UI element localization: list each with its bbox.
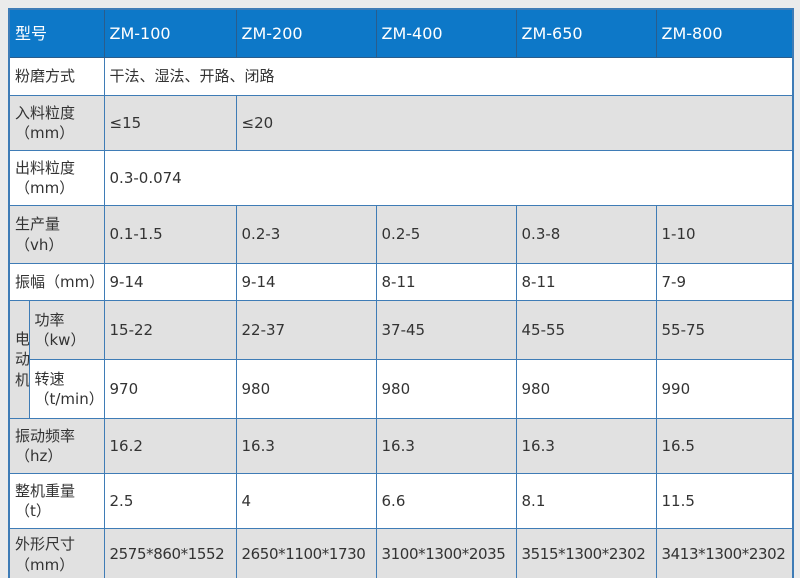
motor-power-value-4: 55-75 bbox=[655, 300, 794, 360]
capacity-value-2: 0.2-5 bbox=[375, 205, 517, 264]
spec-table: 型号 ZM-100 ZM-200 ZM-400 ZM-650 ZM-800 粉磨… bbox=[8, 8, 795, 578]
motor-power-value-1: 22-37 bbox=[235, 300, 377, 360]
capacity-value-0: 0.1-1.5 bbox=[103, 205, 237, 264]
header-model-zm100: ZM-100 bbox=[103, 8, 237, 58]
motor-group-label: 电动机 bbox=[8, 300, 30, 419]
amplitude-value-1: 9-14 bbox=[235, 263, 377, 301]
output-size-value: 0.3-0.074 bbox=[103, 150, 794, 206]
motor-speed-value-2: 980 bbox=[375, 359, 517, 419]
weight-value-3: 8.1 bbox=[515, 473, 657, 529]
row-frequency: 振动频率 （hz） 16.2 16.3 16.3 16.3 16.5 bbox=[8, 418, 794, 474]
header-model-label: 型号 bbox=[8, 8, 105, 58]
dimensions-value-4: 3413*1300*2302 bbox=[655, 528, 794, 578]
feed-size-value-rest: ≤20 bbox=[235, 95, 794, 151]
frequency-value-0: 16.2 bbox=[103, 418, 237, 474]
weight-label: 整机重量 （t） bbox=[8, 473, 105, 529]
dimensions-value-2: 3100*1300*2035 bbox=[375, 528, 517, 578]
motor-speed-value-1: 980 bbox=[235, 359, 377, 419]
motor-speed-value-0: 970 bbox=[103, 359, 237, 419]
amplitude-label: 振幅（mm） bbox=[8, 263, 105, 301]
capacity-value-3: 0.3-8 bbox=[515, 205, 657, 264]
amplitude-value-0: 9-14 bbox=[103, 263, 237, 301]
frequency-value-2: 16.3 bbox=[375, 418, 517, 474]
capacity-value-1: 0.2-3 bbox=[235, 205, 377, 264]
row-amplitude: 振幅（mm） 9-14 9-14 8-11 8-11 7-9 bbox=[8, 263, 794, 301]
feed-size-value-zm100: ≤15 bbox=[103, 95, 237, 151]
motor-speed-label: 转速 （t/min） bbox=[28, 359, 105, 419]
frequency-value-4: 16.5 bbox=[655, 418, 794, 474]
motor-power-value-3: 45-55 bbox=[515, 300, 657, 360]
motor-speed-value-4: 990 bbox=[655, 359, 794, 419]
row-output-size: 出料粒度 （mm） 0.3-0.074 bbox=[8, 150, 794, 206]
header-model-zm650: ZM-650 bbox=[515, 8, 657, 58]
row-motor-power: 电动机 功率 （kw） 15-22 22-37 37-45 45-55 55-7… bbox=[8, 300, 794, 419]
row-dimensions: 外形尺寸 （mm） 2575*860*1552 2650*1100*1730 3… bbox=[8, 528, 794, 578]
frequency-label: 振动频率 （hz） bbox=[8, 418, 105, 474]
weight-value-2: 6.6 bbox=[375, 473, 517, 529]
capacity-value-4: 1-10 bbox=[655, 205, 794, 264]
weight-value-1: 4 bbox=[235, 473, 377, 529]
amplitude-value-4: 7-9 bbox=[655, 263, 794, 301]
capacity-label: 生产量 （vh） bbox=[8, 205, 105, 264]
output-size-label: 出料粒度 （mm） bbox=[8, 150, 105, 206]
weight-value-0: 2.5 bbox=[103, 473, 237, 529]
grinding-method-label: 粉磨方式 bbox=[8, 57, 105, 96]
dimensions-value-3: 3515*1300*2302 bbox=[515, 528, 657, 578]
row-grinding-method: 粉磨方式 干法、湿法、开路、闭路 bbox=[8, 57, 794, 96]
frequency-value-1: 16.3 bbox=[235, 418, 377, 474]
header-row: 型号 ZM-100 ZM-200 ZM-400 ZM-650 ZM-800 bbox=[8, 8, 794, 58]
motor-power-label: 功率 （kw） bbox=[28, 300, 105, 360]
dimensions-value-0: 2575*860*1552 bbox=[103, 528, 237, 578]
row-motor-speed: 转速 （t/min） 970 980 980 980 990 bbox=[9, 359, 794, 419]
amplitude-value-3: 8-11 bbox=[515, 263, 657, 301]
dimensions-value-1: 2650*1100*1730 bbox=[235, 528, 377, 578]
header-model-zm400: ZM-400 bbox=[375, 8, 517, 58]
motor-speed-value-3: 980 bbox=[515, 359, 657, 419]
row-capacity: 生产量 （vh） 0.1-1.5 0.2-3 0.2-5 0.3-8 1-10 bbox=[8, 205, 794, 264]
header-model-zm800: ZM-800 bbox=[655, 8, 794, 58]
weight-value-4: 11.5 bbox=[655, 473, 794, 529]
amplitude-value-2: 8-11 bbox=[375, 263, 517, 301]
header-model-zm200: ZM-200 bbox=[235, 8, 377, 58]
row-feed-size: 入料粒度 （mm） ≤15 ≤20 bbox=[8, 95, 794, 151]
frequency-value-3: 16.3 bbox=[515, 418, 657, 474]
grinding-method-value: 干法、湿法、开路、闭路 bbox=[103, 57, 794, 96]
motor-power-value-0: 15-22 bbox=[103, 300, 237, 360]
motor-power-value-2: 37-45 bbox=[375, 300, 517, 360]
row-weight: 整机重量 （t） 2.5 4 6.6 8.1 11.5 bbox=[8, 473, 794, 529]
dimensions-label: 外形尺寸 （mm） bbox=[8, 528, 105, 578]
feed-size-label: 入料粒度 （mm） bbox=[8, 95, 105, 151]
